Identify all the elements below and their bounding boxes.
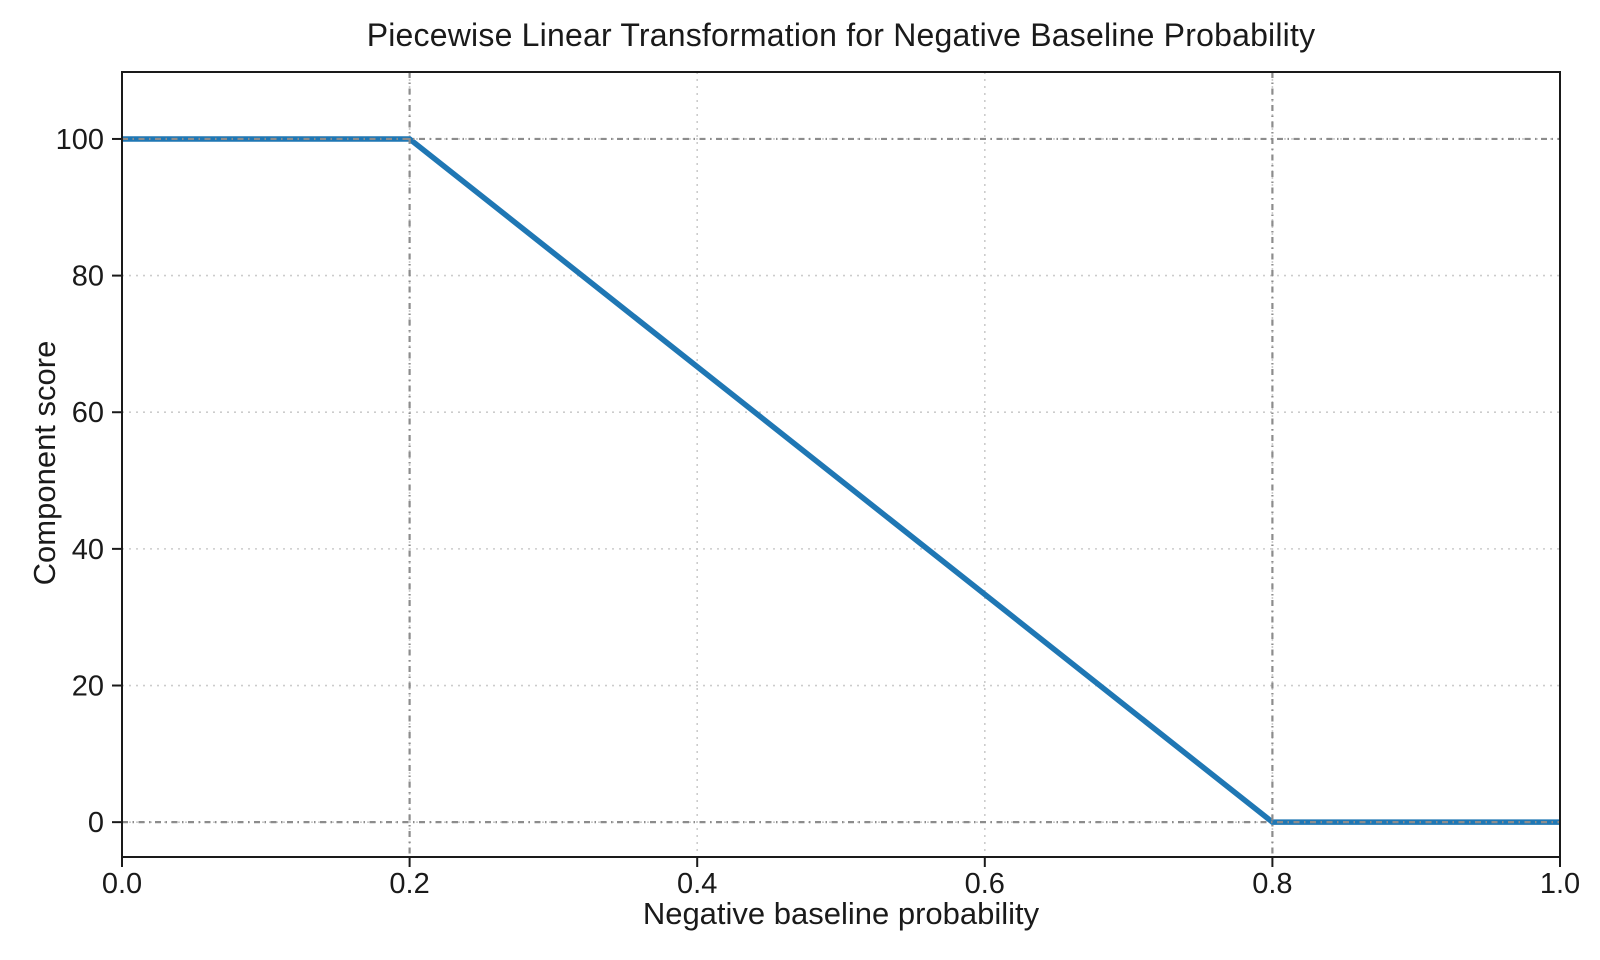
plot-frame bbox=[121, 71, 1561, 858]
y-tick-label: 20 bbox=[72, 671, 104, 703]
chart-title: Piecewise Linear Transformation for Nega… bbox=[366, 17, 1316, 53]
x-tick-label: 0.4 bbox=[677, 868, 717, 900]
x-tick-label: 0.8 bbox=[1252, 868, 1292, 900]
y-tick-label: 100 bbox=[56, 124, 104, 156]
x-tick-label: 0.0 bbox=[102, 868, 142, 900]
y-tick-label: 40 bbox=[72, 534, 104, 566]
x-tick-label: 0.2 bbox=[389, 868, 429, 900]
x-axis-label: Negative baseline probability bbox=[642, 896, 1040, 931]
y-tick-label: 60 bbox=[72, 397, 104, 429]
y-tick-label: 0 bbox=[88, 807, 104, 839]
x-tick-label: 0.6 bbox=[965, 868, 1005, 900]
series-line-component-score bbox=[122, 136, 1560, 825]
y-tick-label: 80 bbox=[72, 261, 104, 293]
x-tick-label: 1.0 bbox=[1540, 868, 1580, 900]
